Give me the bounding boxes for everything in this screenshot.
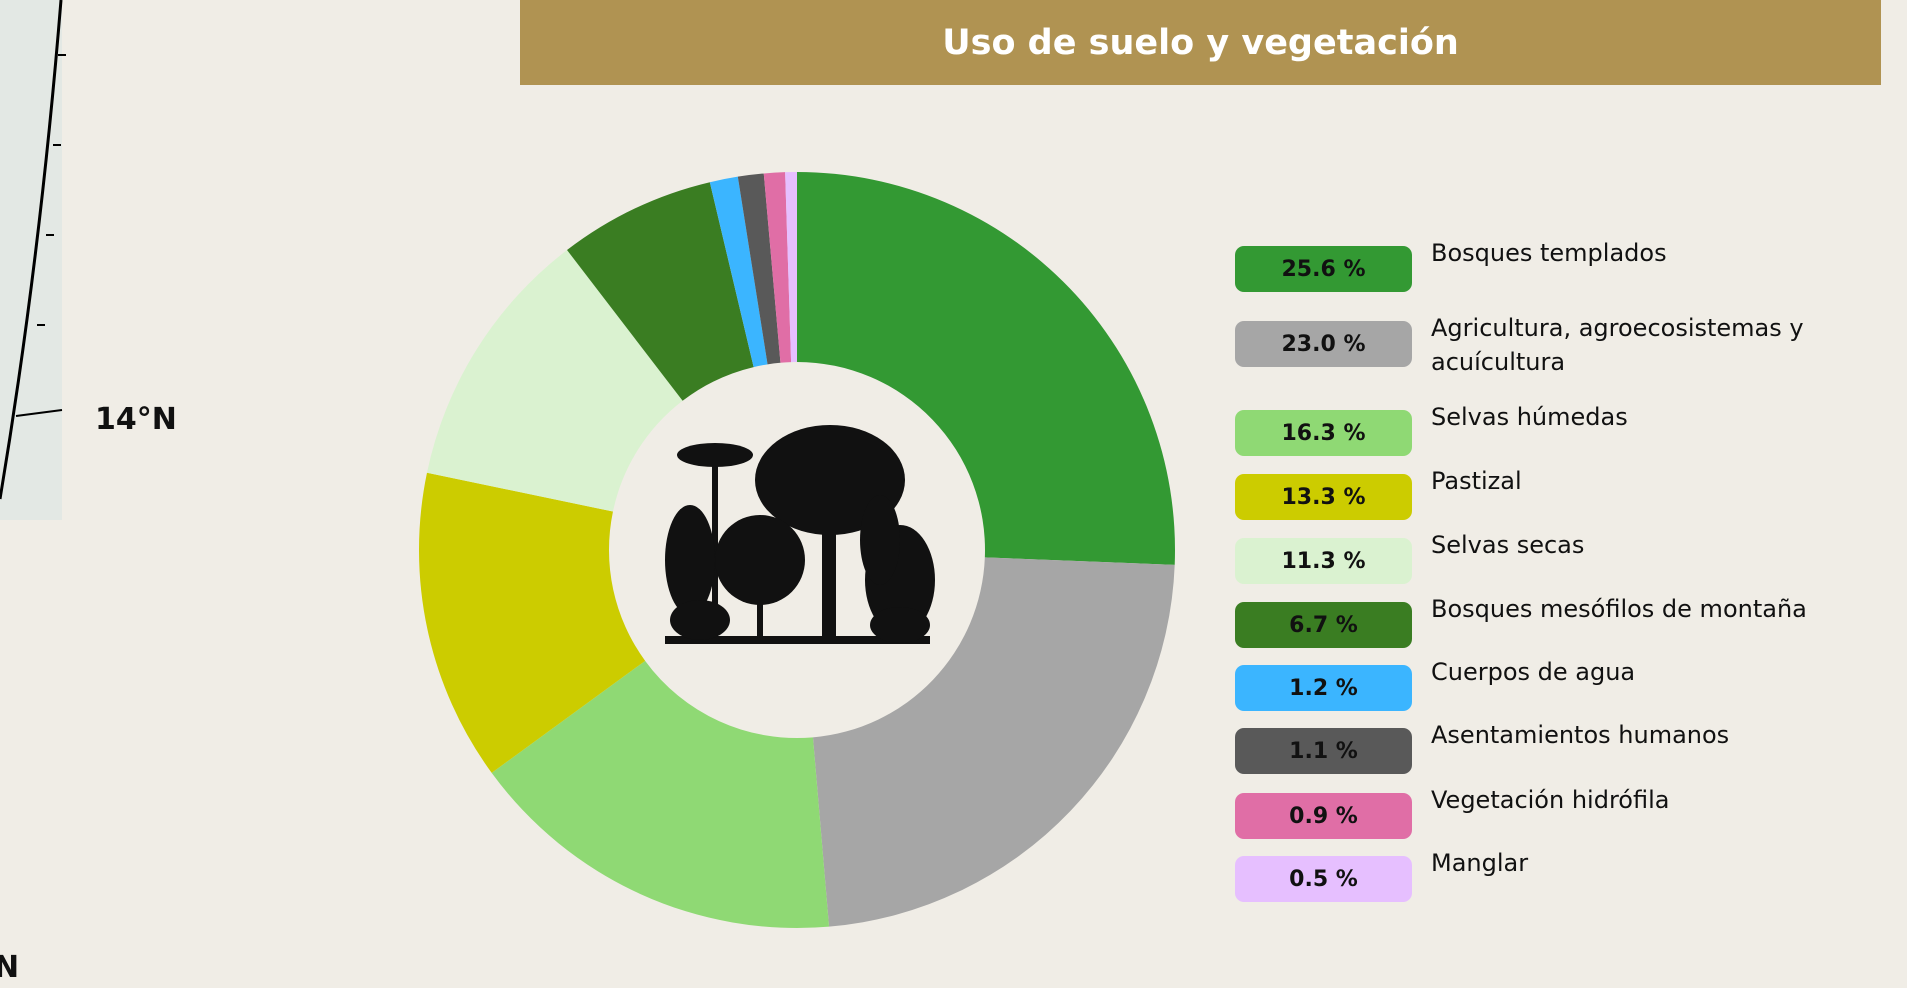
donut-slice [797,172,1175,565]
map-label: 14°N [95,402,177,437]
legend-label: Selvas húmedas [1431,403,1628,431]
map-ticks [15,54,66,417]
donut-slice [426,250,683,512]
donut-slice [567,182,754,401]
legend-label: Vegetación hidrófila [1431,786,1670,814]
map-label: N [0,950,20,985]
legend-badge: 1.2 % [1235,665,1412,711]
legend-label: Asentamientos humanos [1431,721,1730,749]
donut-slice [419,472,646,773]
legend-label: Pastizal [1431,467,1522,495]
legend-label: Bosques templados [1431,239,1667,267]
legend-label: Manglar [1431,849,1529,877]
legend-badge: 0.9 % [1235,793,1412,839]
legend-badge: 0.5 % [1235,856,1412,902]
legend-badge: 13.3 % [1235,474,1412,520]
map-border [0,0,63,500]
donut-slice [491,660,830,928]
legend-badge: 6.7 % [1235,602,1412,648]
legend-label: Cuerpos de agua [1431,658,1636,686]
legend-label: Agricultura, agroecosistemas y acuícultu… [1431,314,1804,376]
donut-slice [709,176,768,368]
legend-badge: 23.0 % [1235,321,1412,367]
legend-badge: 11.3 % [1235,538,1412,584]
forest-icon [665,425,935,644]
legend-label: Selvas secas [1431,531,1585,559]
donut-slice [785,172,797,363]
donut-slice [812,557,1175,927]
legend-badge: 25.6 % [1235,246,1412,292]
legend-badge: 1.1 % [1235,728,1412,774]
donut-slice [763,172,792,363]
donut-slice [737,173,781,365]
chart-title: Uso de suelo y vegetación [520,0,1881,85]
legend-badge: 16.3 % [1235,410,1412,456]
legend-label: Bosques mesófilos de montaña [1431,595,1807,623]
